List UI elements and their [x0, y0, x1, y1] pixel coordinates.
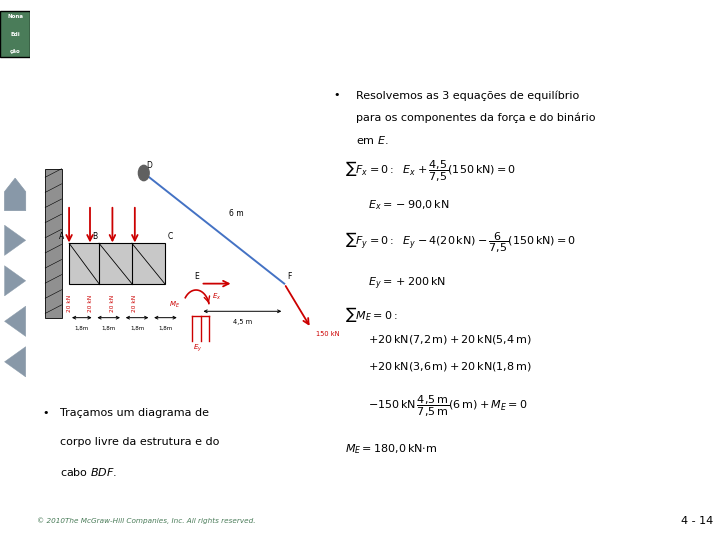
Text: 1,8m: 1,8m	[158, 326, 173, 330]
Text: A: A	[59, 232, 65, 241]
Text: •: •	[333, 90, 339, 100]
Polygon shape	[69, 243, 165, 284]
Text: $\sum F_x = 0{:}\ \ E_x + \dfrac{4{,}5}{7{,}5}(150\,\mathrm{kN}) = 0$: $\sum F_x = 0{:}\ \ E_x + \dfrac{4{,}5}{…	[345, 158, 516, 184]
Text: $-150\,\mathrm{kN}\,\dfrac{4{,}5\,\mathrm{m}}{7{,}5\,\mathrm{m}}(6\,\mathrm{m}) : $-150\,\mathrm{kN}\,\dfrac{4{,}5\,\mathr…	[368, 394, 528, 419]
Text: $E_x$: $E_x$	[212, 292, 222, 302]
Circle shape	[138, 165, 149, 181]
Text: C: C	[168, 232, 173, 241]
Polygon shape	[4, 178, 26, 211]
Text: Mecânica Vetorial para Engenheiros: Estática: Mecânica Vetorial para Engenheiros: Está…	[38, 10, 587, 31]
FancyBboxPatch shape	[45, 168, 62, 318]
Text: 1,8m: 1,8m	[102, 326, 116, 330]
Text: 1,8m: 1,8m	[130, 326, 144, 330]
Text: 150 kN: 150 kN	[315, 331, 339, 337]
Polygon shape	[4, 225, 26, 255]
Text: Problema Resolvido 4.4: Problema Resolvido 4.4	[38, 51, 260, 69]
Text: 1,8m: 1,8m	[75, 326, 89, 330]
Text: F: F	[287, 272, 292, 280]
Text: $+20\,\mathrm{kN}(7{,}2\,\mathrm{m}) + 20\,\mathrm{kN}(5{,}4\,\mathrm{m})$: $+20\,\mathrm{kN}(7{,}2\,\mathrm{m}) + 2…	[368, 333, 531, 346]
Text: $\sum M_E = 0{:}$: $\sum M_E = 0{:}$	[345, 305, 397, 324]
Text: $M_E$: $M_E$	[168, 300, 180, 310]
Text: D: D	[146, 161, 152, 170]
Text: E: E	[194, 272, 199, 280]
Text: Resolvemos as 3 equações de equilíbrio: Resolvemos as 3 equações de equilíbrio	[356, 90, 580, 100]
Text: $E_x = -90{,}0\,\mathrm{kN}$: $E_x = -90{,}0\,\mathrm{kN}$	[368, 199, 450, 212]
Text: 20 kN: 20 kN	[66, 294, 71, 312]
FancyBboxPatch shape	[0, 11, 30, 57]
Text: 20 kN: 20 kN	[132, 294, 138, 312]
Text: para os componentes da força e do binário: para os componentes da força e do binári…	[356, 112, 596, 123]
Text: ção: ção	[10, 49, 20, 53]
Text: $M_E = 180{,}0\,\mathrm{kN{\cdot}m}$: $M_E = 180{,}0\,\mathrm{kN{\cdot}m}$	[345, 442, 437, 456]
Polygon shape	[4, 266, 26, 296]
Text: $E_y$: $E_y$	[193, 342, 202, 354]
Text: 4,5 m: 4,5 m	[233, 319, 252, 325]
Text: Edi: Edi	[10, 32, 20, 37]
Text: 6 m: 6 m	[229, 208, 243, 218]
Text: cabo $BDF$.: cabo $BDF$.	[60, 466, 117, 478]
Text: Nona: Nona	[7, 14, 23, 18]
Text: em $E$.: em $E$.	[356, 134, 389, 146]
Text: © 2010The McGraw-Hill Companies, Inc. All rights reserved.: © 2010The McGraw-Hill Companies, Inc. Al…	[37, 517, 256, 524]
Polygon shape	[4, 306, 26, 336]
Text: Mc
Graw
Hill: Mc Graw Hill	[9, 514, 22, 527]
Polygon shape	[4, 347, 26, 377]
Text: 20 kN: 20 kN	[88, 294, 92, 312]
Text: $\sum F_y = 0{:}\ \ E_y - 4(20\,\mathrm{kN}) - \dfrac{6}{7{,}5}(150\,\mathrm{kN}: $\sum F_y = 0{:}\ \ E_y - 4(20\,\mathrm{…	[345, 231, 576, 255]
Text: 4 - 14: 4 - 14	[681, 516, 713, 526]
Text: 20 kN: 20 kN	[110, 294, 115, 312]
Text: corpo livre da estrutura e do: corpo livre da estrutura e do	[60, 437, 220, 447]
Text: $+20\,\mathrm{kN}(3{,}6\,\mathrm{m}) + 20\,\mathrm{kN}(1{,}8\,\mathrm{m})$: $+20\,\mathrm{kN}(3{,}6\,\mathrm{m}) + 2…	[368, 360, 531, 373]
Text: •: •	[42, 408, 49, 418]
Text: B: B	[92, 232, 97, 241]
Text: Traçamos um diagrama de: Traçamos um diagrama de	[60, 408, 209, 418]
Text: $E_y = +200\,\mathrm{kN}$: $E_y = +200\,\mathrm{kN}$	[368, 275, 446, 292]
